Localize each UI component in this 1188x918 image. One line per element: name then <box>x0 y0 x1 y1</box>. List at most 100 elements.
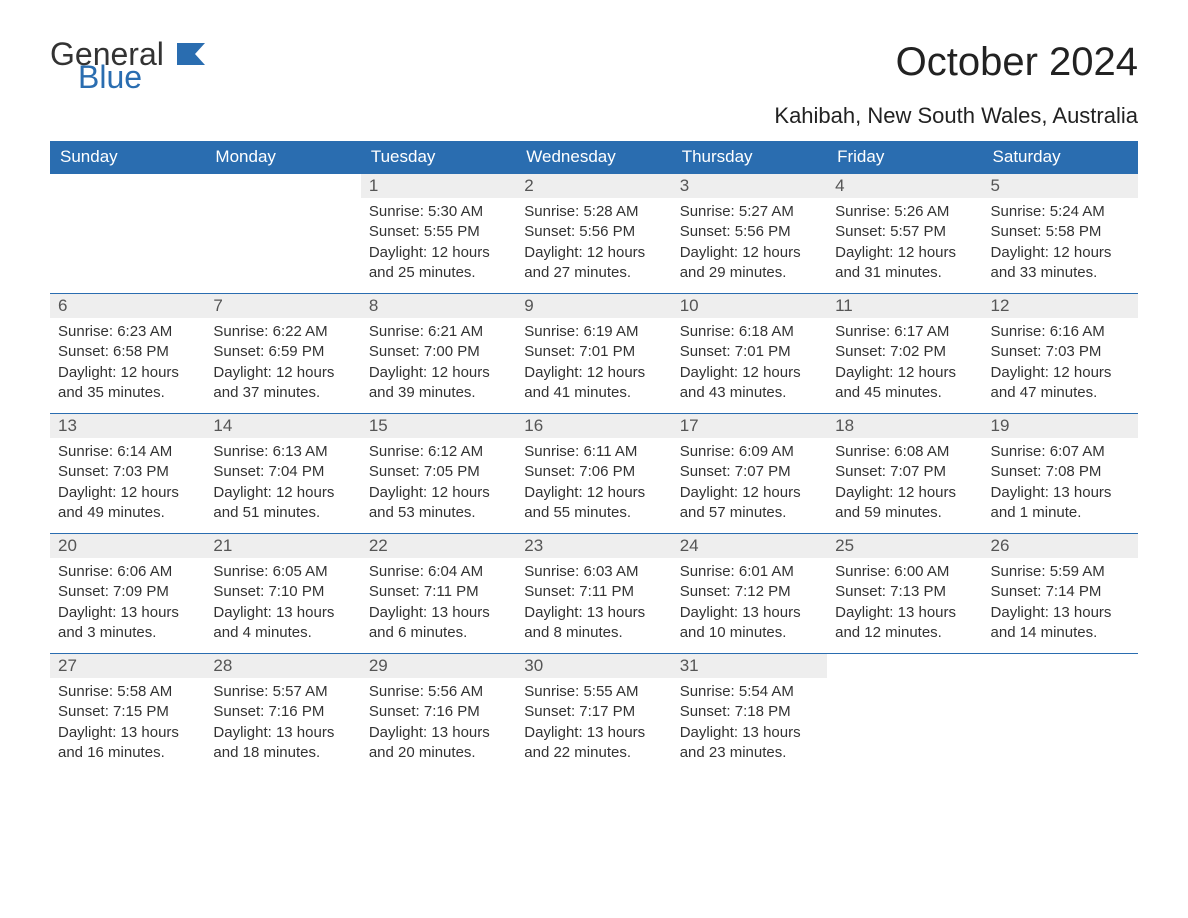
header: General Blue October 2024 Kahibah, New S… <box>50 40 1138 129</box>
day-details: Sunrise: 6:07 AMSunset: 7:08 PMDaylight:… <box>983 438 1138 533</box>
calendar-cell: 17Sunrise: 6:09 AMSunset: 7:07 PMDayligh… <box>672 414 827 534</box>
calendar-cell: 15Sunrise: 6:12 AMSunset: 7:05 PMDayligh… <box>361 414 516 534</box>
calendar-cell: 24Sunrise: 6:01 AMSunset: 7:12 PMDayligh… <box>672 534 827 654</box>
calendar-cell: 25Sunrise: 6:00 AMSunset: 7:13 PMDayligh… <box>827 534 982 654</box>
day-details: Sunrise: 5:56 AMSunset: 7:16 PMDaylight:… <box>361 678 516 773</box>
calendar-cell: 21Sunrise: 6:05 AMSunset: 7:10 PMDayligh… <box>205 534 360 654</box>
day-details: Sunrise: 5:57 AMSunset: 7:16 PMDaylight:… <box>205 678 360 773</box>
calendar-cell: 29Sunrise: 5:56 AMSunset: 7:16 PMDayligh… <box>361 654 516 774</box>
day-number: 29 <box>361 654 516 678</box>
day-number: 21 <box>205 534 360 558</box>
calendar-cell: 27Sunrise: 5:58 AMSunset: 7:15 PMDayligh… <box>50 654 205 774</box>
day-number: 7 <box>205 294 360 318</box>
day-number: 23 <box>516 534 671 558</box>
day-details: Sunrise: 6:09 AMSunset: 7:07 PMDaylight:… <box>672 438 827 533</box>
day-number: 28 <box>205 654 360 678</box>
weekday-header: Friday <box>827 141 982 174</box>
calendar-row: 1Sunrise: 5:30 AMSunset: 5:55 PMDaylight… <box>50 174 1138 294</box>
day-details: Sunrise: 6:14 AMSunset: 7:03 PMDaylight:… <box>50 438 205 533</box>
calendar-cell <box>205 174 360 294</box>
calendar-cell: 31Sunrise: 5:54 AMSunset: 7:18 PMDayligh… <box>672 654 827 774</box>
day-number: 31 <box>672 654 827 678</box>
day-details: Sunrise: 6:01 AMSunset: 7:12 PMDaylight:… <box>672 558 827 653</box>
calendar-cell: 10Sunrise: 6:18 AMSunset: 7:01 PMDayligh… <box>672 294 827 414</box>
month-title: October 2024 <box>774 40 1138 85</box>
day-number: 22 <box>361 534 516 558</box>
calendar-cell: 9Sunrise: 6:19 AMSunset: 7:01 PMDaylight… <box>516 294 671 414</box>
day-number: 8 <box>361 294 516 318</box>
weekday-header: Tuesday <box>361 141 516 174</box>
day-details: Sunrise: 5:30 AMSunset: 5:55 PMDaylight:… <box>361 198 516 293</box>
weekday-header: Monday <box>205 141 360 174</box>
day-number: 3 <box>672 174 827 198</box>
logo-flag-icon <box>177 43 205 65</box>
day-details: Sunrise: 6:19 AMSunset: 7:01 PMDaylight:… <box>516 318 671 413</box>
day-number: 11 <box>827 294 982 318</box>
weekday-header-row: SundayMondayTuesdayWednesdayThursdayFrid… <box>50 141 1138 174</box>
calendar-cell: 3Sunrise: 5:27 AMSunset: 5:56 PMDaylight… <box>672 174 827 294</box>
calendar-cell: 19Sunrise: 6:07 AMSunset: 7:08 PMDayligh… <box>983 414 1138 534</box>
calendar-cell: 4Sunrise: 5:26 AMSunset: 5:57 PMDaylight… <box>827 174 982 294</box>
calendar-cell: 16Sunrise: 6:11 AMSunset: 7:06 PMDayligh… <box>516 414 671 534</box>
calendar-cell: 13Sunrise: 6:14 AMSunset: 7:03 PMDayligh… <box>50 414 205 534</box>
day-number: 30 <box>516 654 671 678</box>
day-number: 26 <box>983 534 1138 558</box>
calendar-cell: 1Sunrise: 5:30 AMSunset: 5:55 PMDaylight… <box>361 174 516 294</box>
day-details: Sunrise: 6:11 AMSunset: 7:06 PMDaylight:… <box>516 438 671 533</box>
day-details: Sunrise: 5:59 AMSunset: 7:14 PMDaylight:… <box>983 558 1138 653</box>
day-details: Sunrise: 6:06 AMSunset: 7:09 PMDaylight:… <box>50 558 205 653</box>
day-details: Sunrise: 6:16 AMSunset: 7:03 PMDaylight:… <box>983 318 1138 413</box>
day-number: 20 <box>50 534 205 558</box>
day-details: Sunrise: 6:23 AMSunset: 6:58 PMDaylight:… <box>50 318 205 413</box>
calendar-cell: 2Sunrise: 5:28 AMSunset: 5:56 PMDaylight… <box>516 174 671 294</box>
calendar-cell: 22Sunrise: 6:04 AMSunset: 7:11 PMDayligh… <box>361 534 516 654</box>
day-number: 4 <box>827 174 982 198</box>
day-number: 17 <box>672 414 827 438</box>
day-number: 2 <box>516 174 671 198</box>
calendar-cell <box>983 654 1138 774</box>
day-number: 1 <box>361 174 516 198</box>
day-details: Sunrise: 6:21 AMSunset: 7:00 PMDaylight:… <box>361 318 516 413</box>
calendar-cell: 26Sunrise: 5:59 AMSunset: 7:14 PMDayligh… <box>983 534 1138 654</box>
calendar-cell: 5Sunrise: 5:24 AMSunset: 5:58 PMDaylight… <box>983 174 1138 294</box>
logo: General Blue <box>50 40 205 92</box>
day-details: Sunrise: 5:54 AMSunset: 7:18 PMDaylight:… <box>672 678 827 773</box>
day-number: 24 <box>672 534 827 558</box>
day-number: 16 <box>516 414 671 438</box>
day-details: Sunrise: 6:08 AMSunset: 7:07 PMDaylight:… <box>827 438 982 533</box>
calendar-row: 20Sunrise: 6:06 AMSunset: 7:09 PMDayligh… <box>50 534 1138 654</box>
calendar-cell: 12Sunrise: 6:16 AMSunset: 7:03 PMDayligh… <box>983 294 1138 414</box>
day-number: 18 <box>827 414 982 438</box>
day-number: 15 <box>361 414 516 438</box>
calendar-cell: 14Sunrise: 6:13 AMSunset: 7:04 PMDayligh… <box>205 414 360 534</box>
calendar-cell: 30Sunrise: 5:55 AMSunset: 7:17 PMDayligh… <box>516 654 671 774</box>
calendar-cell: 8Sunrise: 6:21 AMSunset: 7:00 PMDaylight… <box>361 294 516 414</box>
day-details: Sunrise: 5:24 AMSunset: 5:58 PMDaylight:… <box>983 198 1138 293</box>
calendar-cell: 23Sunrise: 6:03 AMSunset: 7:11 PMDayligh… <box>516 534 671 654</box>
calendar-cell <box>827 654 982 774</box>
calendar-cell: 18Sunrise: 6:08 AMSunset: 7:07 PMDayligh… <box>827 414 982 534</box>
day-details: Sunrise: 6:13 AMSunset: 7:04 PMDaylight:… <box>205 438 360 533</box>
day-details: Sunrise: 5:28 AMSunset: 5:56 PMDaylight:… <box>516 198 671 293</box>
calendar-cell: 28Sunrise: 5:57 AMSunset: 7:16 PMDayligh… <box>205 654 360 774</box>
day-number: 12 <box>983 294 1138 318</box>
logo-line2: Blue <box>78 63 205 92</box>
day-number: 13 <box>50 414 205 438</box>
calendar-cell: 20Sunrise: 6:06 AMSunset: 7:09 PMDayligh… <box>50 534 205 654</box>
calendar-body: 1Sunrise: 5:30 AMSunset: 5:55 PMDaylight… <box>50 174 1138 774</box>
day-details: Sunrise: 6:05 AMSunset: 7:10 PMDaylight:… <box>205 558 360 653</box>
calendar-row: 6Sunrise: 6:23 AMSunset: 6:58 PMDaylight… <box>50 294 1138 414</box>
day-number: 19 <box>983 414 1138 438</box>
day-details: Sunrise: 5:55 AMSunset: 7:17 PMDaylight:… <box>516 678 671 773</box>
day-number: 9 <box>516 294 671 318</box>
day-number: 5 <box>983 174 1138 198</box>
day-details: Sunrise: 5:26 AMSunset: 5:57 PMDaylight:… <box>827 198 982 293</box>
weekday-header: Wednesday <box>516 141 671 174</box>
title-block: October 2024 Kahibah, New South Wales, A… <box>774 40 1138 129</box>
day-details: Sunrise: 5:58 AMSunset: 7:15 PMDaylight:… <box>50 678 205 773</box>
location: Kahibah, New South Wales, Australia <box>774 103 1138 129</box>
day-number: 25 <box>827 534 982 558</box>
day-details: Sunrise: 6:03 AMSunset: 7:11 PMDaylight:… <box>516 558 671 653</box>
calendar-cell <box>50 174 205 294</box>
day-number: 10 <box>672 294 827 318</box>
